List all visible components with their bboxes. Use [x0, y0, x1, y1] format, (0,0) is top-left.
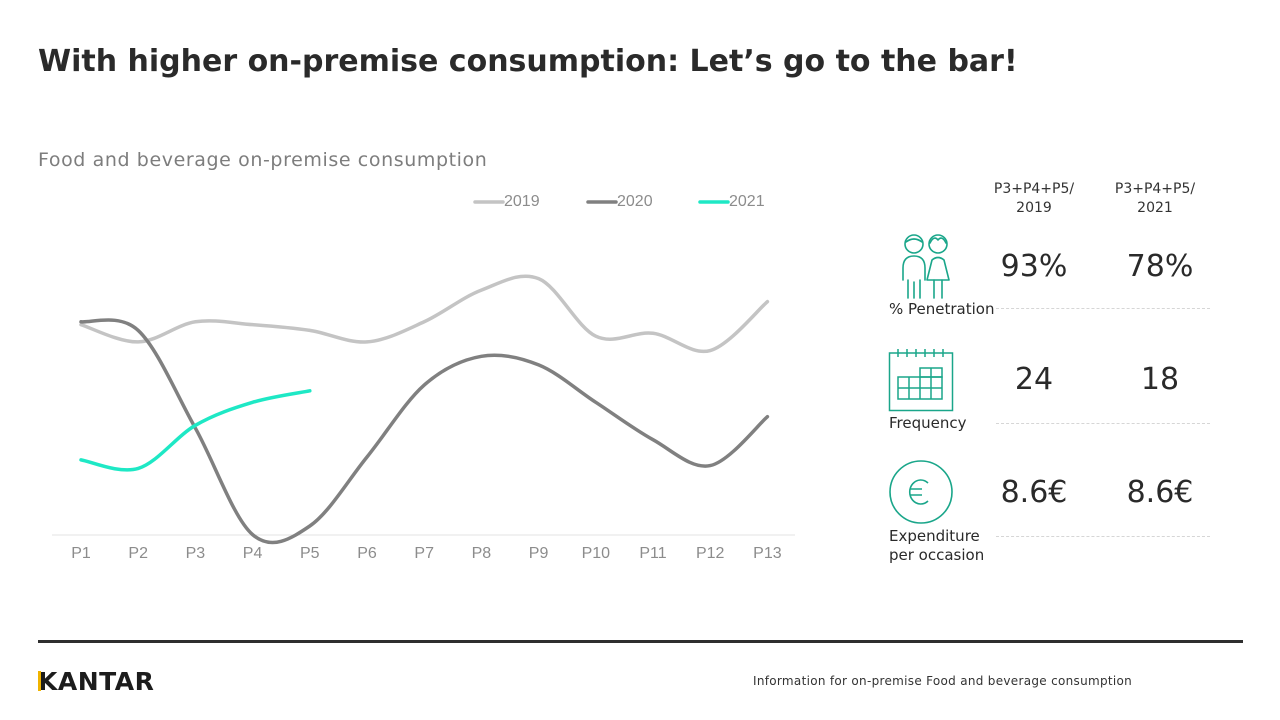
x-tick-label: P13 — [753, 545, 782, 562]
metric-label-expenditure: Expenditure per occasion — [889, 527, 985, 564]
series-line-2021 — [79, 389, 312, 472]
x-tick-label: P6 — [357, 545, 377, 562]
x-tick-label: P8 — [472, 545, 492, 562]
penetration-2019-value: 93% — [1000, 249, 1068, 284]
footer-divider — [38, 640, 1243, 643]
kpi-header-2021: P3+P4+P5/2021 — [1114, 181, 1196, 216]
row-divider — [996, 308, 1210, 309]
page-title: With higher on-premise consumption: Let’… — [38, 44, 1018, 79]
metric-label-penetration: % Penetration — [889, 300, 995, 318]
row-divider — [996, 536, 1210, 537]
kpi-header-2019: P3+P4+P5/2019 — [993, 181, 1075, 216]
row-divider — [996, 423, 1210, 424]
legend-label-2020: 2020 — [617, 193, 653, 210]
x-tick-label: P5 — [300, 545, 320, 562]
x-tick-label: P4 — [243, 545, 263, 562]
x-tick-label: P9 — [529, 545, 549, 562]
x-tick-label: P10 — [582, 545, 611, 562]
x-tick-label: P11 — [639, 545, 666, 562]
x-tick-label: P7 — [414, 545, 434, 562]
metric-label-frequency: Frequency — [889, 414, 967, 432]
expenditure-2019-value: 8.6€ — [1000, 475, 1068, 510]
chart-subtitle: Food and beverage on-premise consumption — [38, 149, 488, 171]
x-tick-label: P12 — [696, 545, 725, 562]
x-tick-label: P2 — [128, 545, 148, 562]
legend-label-2021: 2021 — [729, 193, 765, 210]
frequency-2019-value: 24 — [1014, 362, 1054, 397]
series-line-2019 — [79, 274, 770, 354]
legend-label-2019: 2019 — [504, 193, 540, 210]
frequency-2021-value: 18 — [1140, 362, 1180, 397]
line-chart: P1 P2 P3 P4 P5 P6 P7 P8 P9 P10 P11 P12 P13 2019 2020 20… — [52, 193, 795, 562]
euro-icon — [889, 460, 953, 524]
kantar-logo: KANTAR — [38, 667, 155, 696]
series-line-2020 — [79, 318, 770, 545]
expenditure-2021-value: 8.6€ — [1126, 475, 1194, 510]
penetration-2021-value: 78% — [1126, 249, 1194, 284]
x-tick-label: P1 — [71, 545, 91, 562]
calendar-icon — [888, 349, 954, 412]
people-icon — [902, 234, 950, 299]
x-tick-label: P3 — [186, 545, 206, 562]
footer-note: Information for on-premise Food and beve… — [753, 674, 1133, 688]
